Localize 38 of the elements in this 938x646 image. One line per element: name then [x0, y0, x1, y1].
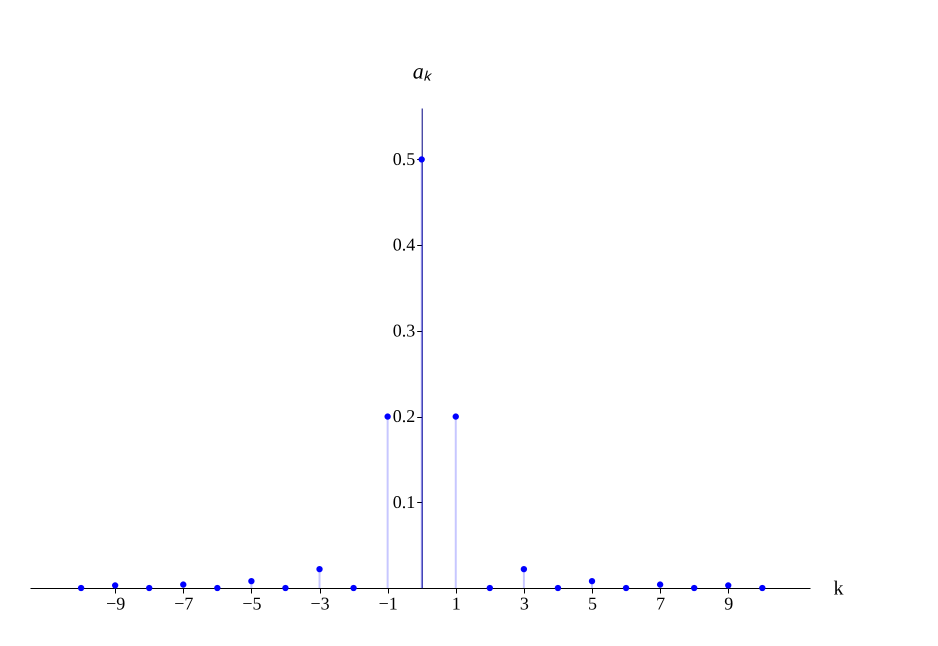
x-tick-label: −9	[106, 594, 126, 614]
y-tick-label: 0.3	[392, 320, 416, 340]
y-tick-label: 0.2	[392, 406, 416, 426]
point	[180, 581, 186, 588]
point	[520, 566, 528, 572]
point	[282, 584, 289, 592]
point	[725, 582, 732, 589]
y-tick-label: 0.1	[392, 492, 416, 512]
x-tick-label: 9	[724, 594, 734, 614]
x-tick-label: −5	[242, 594, 262, 614]
point	[554, 584, 562, 592]
point	[350, 584, 357, 592]
point	[588, 578, 596, 584]
point	[214, 584, 220, 592]
x-tick-label: 1	[452, 594, 461, 614]
x-axis-title: k	[834, 578, 844, 600]
x-tick-label: −3	[310, 594, 330, 614]
point	[384, 413, 391, 420]
y-tick-label: 0.5	[392, 148, 416, 169]
point	[486, 584, 493, 592]
x-tick-label: 3	[520, 594, 529, 614]
point	[452, 413, 459, 420]
y-axis-title: aₖ	[412, 58, 433, 84]
point	[248, 578, 255, 584]
point	[656, 581, 664, 588]
y-tick-label: 0.4	[392, 234, 416, 255]
point	[146, 584, 152, 592]
x-tick-label: −7	[174, 594, 194, 614]
point	[316, 566, 323, 572]
point	[112, 582, 118, 589]
point	[78, 584, 84, 592]
point	[418, 156, 425, 163]
point	[622, 584, 630, 592]
point	[691, 584, 698, 592]
x-tick-label: −1	[378, 594, 398, 614]
point	[759, 584, 766, 592]
x-tick-label: 5	[588, 594, 598, 614]
x-tick-label: 7	[656, 594, 666, 614]
